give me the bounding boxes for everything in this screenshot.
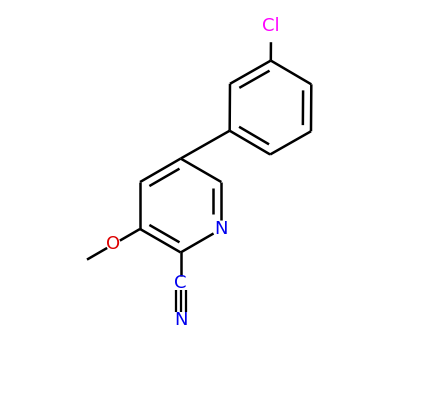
Text: C: C [175, 274, 187, 292]
Text: O: O [106, 235, 120, 253]
Text: N: N [214, 220, 228, 238]
Text: N: N [174, 311, 187, 329]
Text: Cl: Cl [262, 17, 280, 35]
